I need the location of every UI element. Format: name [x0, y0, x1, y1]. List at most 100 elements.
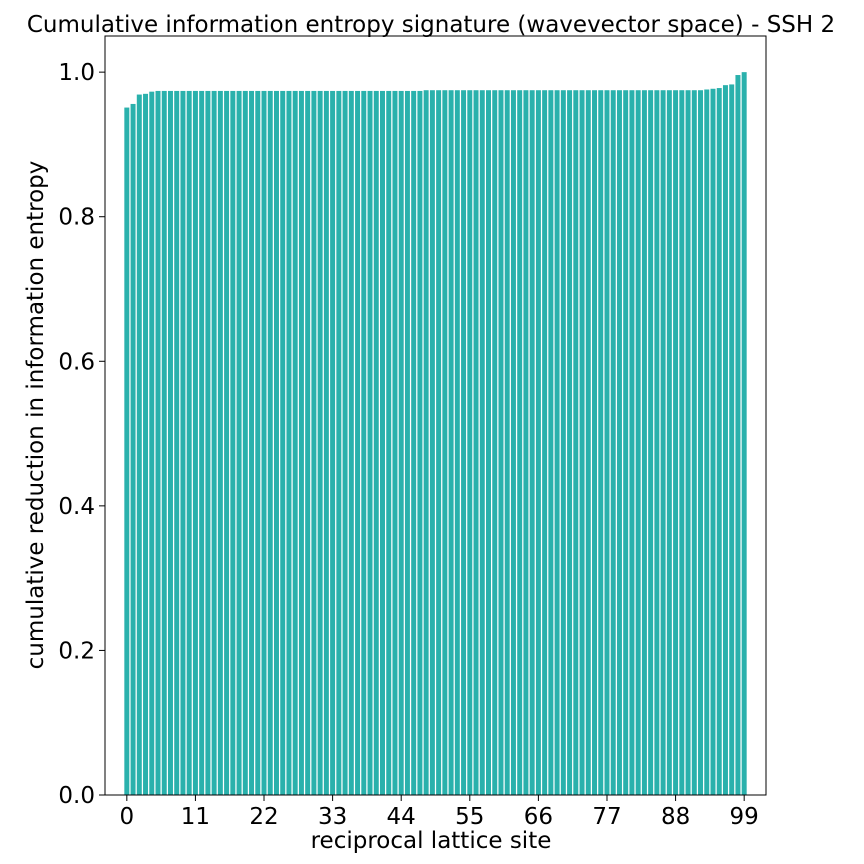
bar [273, 90, 279, 795]
x-tick-label: 55 [455, 804, 484, 830]
bar [367, 90, 373, 795]
bar [186, 90, 192, 795]
bar [666, 90, 672, 795]
bar [305, 90, 311, 795]
y-tick-label: 0.0 [58, 783, 95, 809]
bar [398, 90, 404, 795]
bar [610, 90, 616, 795]
plot-area-frame [104, 35, 767, 796]
bar [685, 90, 691, 795]
bar [429, 90, 435, 795]
bar [392, 90, 398, 795]
bar [342, 90, 348, 795]
x-tick-label: 0 [120, 804, 135, 830]
bar [479, 90, 485, 795]
y-axis-label: cumulative reduction in information entr… [23, 161, 49, 670]
bar [492, 90, 498, 795]
bar [535, 90, 541, 795]
bar [261, 90, 267, 795]
bar [542, 90, 548, 795]
bar [741, 72, 747, 795]
bar [143, 93, 149, 795]
y-axis: 0.0 0.2 0.4 0.6 0.8 1.0 [58, 60, 105, 809]
bar [386, 90, 392, 795]
bar [623, 90, 629, 795]
bar [205, 90, 211, 795]
bar [716, 88, 722, 796]
bar [355, 90, 361, 795]
x-tick-label: 66 [524, 804, 553, 830]
bar [585, 90, 591, 795]
y-tick-label: 0.4 [58, 494, 95, 520]
x-axis: 0 11 22 33 44 55 66 77 88 99 [120, 795, 759, 830]
bar [691, 90, 697, 795]
bar [442, 90, 448, 795]
bar [361, 90, 367, 795]
bar [729, 84, 735, 796]
bar [654, 90, 660, 795]
x-tick-label: 88 [661, 804, 690, 830]
bar [404, 90, 410, 795]
bar [498, 90, 504, 795]
bar [311, 90, 317, 795]
bar [722, 85, 728, 795]
y-tick-label: 0.8 [58, 205, 95, 231]
bar [149, 91, 155, 795]
x-axis-label: reciprocal lattice site [311, 828, 552, 854]
x-tick-label: 99 [730, 804, 759, 830]
bar [517, 90, 523, 795]
bar [267, 90, 273, 795]
bar [323, 90, 329, 795]
bar [679, 90, 685, 795]
bar [529, 90, 535, 795]
bar [461, 90, 467, 795]
bar [604, 90, 610, 795]
bar [255, 90, 261, 795]
bar [635, 90, 641, 795]
y-tick-label: 1.0 [58, 60, 95, 86]
bar [710, 88, 716, 795]
bar [648, 90, 654, 795]
bar [161, 90, 167, 795]
bar [510, 90, 516, 795]
bar [467, 90, 473, 795]
bar [673, 90, 679, 795]
x-tick-label: 44 [387, 804, 416, 830]
y-tick-label: 0.2 [58, 638, 95, 664]
bar [199, 90, 205, 795]
x-tick-label: 22 [249, 804, 278, 830]
chart-title: Cumulative information entropy signature… [27, 12, 835, 38]
bar [317, 90, 323, 795]
bar [560, 90, 566, 795]
bar [373, 90, 379, 795]
bar [629, 90, 635, 795]
bar [573, 90, 579, 795]
bar [236, 90, 242, 795]
bar [523, 90, 529, 795]
bar [473, 90, 479, 795]
bar [436, 90, 442, 795]
x-tick-label: 33 [318, 804, 347, 830]
bar [411, 90, 417, 795]
bar [136, 94, 142, 796]
bar [486, 90, 491, 795]
bar [330, 90, 336, 795]
bar [579, 90, 585, 795]
bar [286, 90, 292, 795]
bar [616, 90, 622, 795]
x-tick-label: 11 [181, 804, 210, 830]
bar [224, 90, 230, 795]
bar [641, 90, 647, 795]
bar [242, 90, 248, 795]
bar [174, 90, 180, 795]
bar [417, 90, 423, 795]
bar [217, 90, 223, 795]
bar [504, 90, 510, 795]
bar [155, 90, 161, 795]
bar [380, 90, 385, 795]
bar [230, 90, 236, 795]
bar [660, 90, 666, 795]
bar [280, 90, 286, 795]
bar [249, 90, 255, 795]
